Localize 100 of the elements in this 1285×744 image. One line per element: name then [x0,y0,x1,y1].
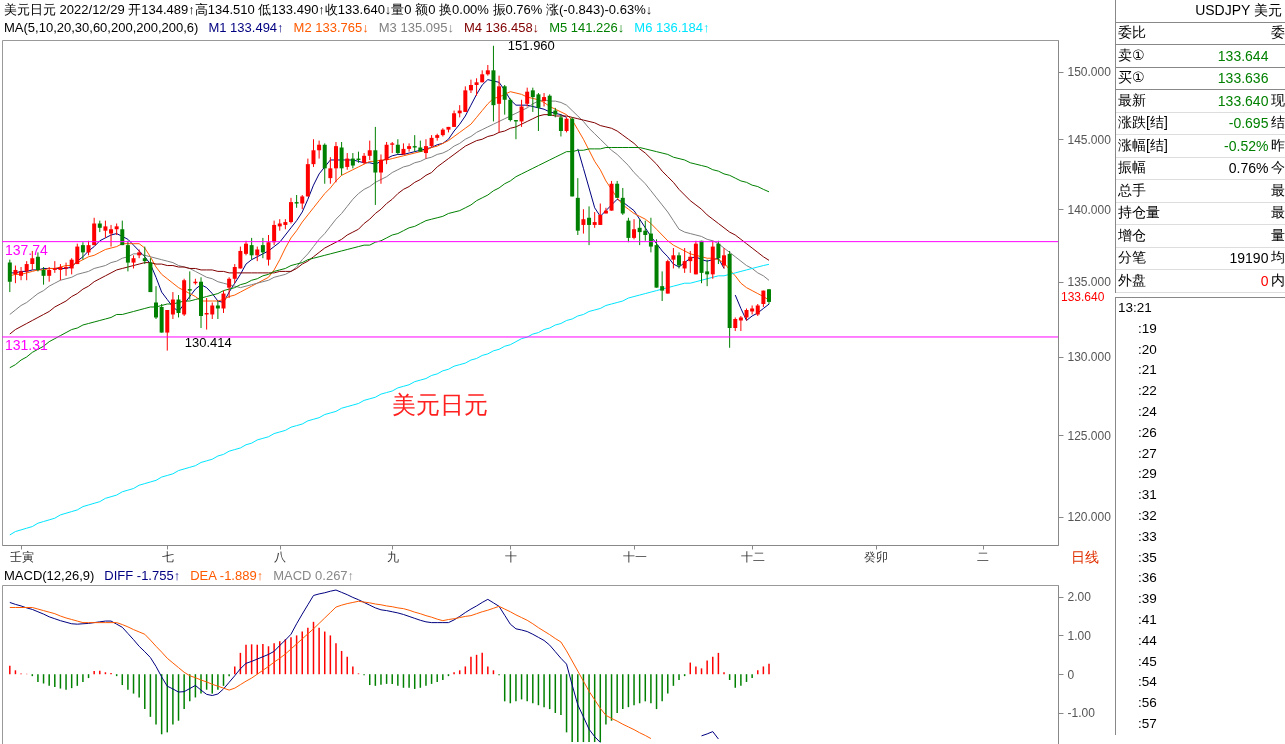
candlestick [468,79,473,94]
text: M1 133.494↑ [208,20,284,35]
text: :39 [1137,590,1158,609]
text: -0.695 [1228,115,1269,132]
candlestick [80,241,85,261]
text: 133.636 [1217,70,1269,87]
category-label: 涨幅[结] [1117,136,1169,155]
category-label: 昨 [1271,136,1285,153]
candlestick [558,114,563,137]
text: -0.52% [1224,137,1269,154]
candlestick [120,220,125,246]
candlestick [682,247,687,274]
x-tick-label: 二 [977,549,990,564]
candlestick [373,126,378,206]
category-label: 涨跌[结] [1117,114,1169,133]
category-label: 总手 [1117,181,1147,200]
candlestick [384,141,389,165]
x-tick-label: 十二 [740,549,765,564]
category-label: 现 [1271,91,1285,108]
candlestick [125,240,130,272]
candlestick [722,247,727,269]
chart-title: 美元日元 2022/12/29 开134.489↑高134.510 低133.490↑收133.640↓量0 额0 换0.00% 振0.76% 涨(-0.843)-0.63%↓ [4,1,653,19]
text: 0 [1260,272,1269,289]
category-label: 外盘 [1117,271,1147,290]
text: :57 [1137,714,1158,733]
text: :22 [1137,382,1158,401]
candlestick [187,270,192,301]
candlestick [170,291,175,320]
category-label: 委比 [1117,24,1147,43]
text: :26 [1137,423,1158,442]
candlestick [367,140,372,161]
text: :21 [1137,361,1158,380]
y-tick-label: 0 [1067,667,1075,682]
text: 13:21 [1117,299,1153,317]
candlestick [176,294,181,318]
text: :29 [1137,465,1158,484]
text: M3 135.095↓ [378,20,454,35]
text: :41 [1137,610,1158,629]
candlestick [7,259,12,293]
category-label: 振幅 [1117,159,1147,178]
candlestick [227,276,232,299]
text: M4 136.458↓ [463,20,540,35]
text: M6 136.184↑ [634,20,710,35]
candlestick [92,217,97,246]
text: :36 [1137,569,1158,588]
text: :20 [1137,340,1158,359]
category-label: 今 [1271,159,1285,176]
y-tick-label: 1.00 [1067,628,1092,643]
candlestick [288,197,293,224]
x-tick-label: 癸卯 [864,549,889,564]
candlestick [620,187,625,216]
candlestick [671,247,676,269]
candlestick [328,156,333,185]
x-tick-label: 十一 [622,549,647,564]
candlestick [317,140,322,160]
candlestick [266,234,271,267]
text: :24 [1137,403,1158,421]
y-tick-label: -1.00 [1067,706,1096,721]
annotation: 151.960 [507,38,555,53]
candlestick [542,92,547,108]
candlestick [249,237,254,261]
category-label: 量 [1271,226,1285,243]
x-tick-label: 十 [504,549,517,564]
candlestick [525,87,530,108]
candlestick [215,300,220,320]
candlestick [322,142,327,185]
candlestick [497,75,502,133]
text: DEA -1.889↑ [190,568,264,583]
category-label: 最 [1271,181,1285,198]
ref-line-label: 137.74 [5,241,49,258]
candlestick [109,224,114,248]
text: :54 [1137,673,1158,692]
category-label: 持仓量 [1117,204,1161,223]
text: 133.640 [1217,92,1269,109]
text: :31 [1137,486,1158,505]
text: 133.644 [1217,47,1269,64]
text: :19 [1137,319,1158,338]
candlestick [19,266,24,281]
line-series [9,600,652,740]
candlestick [260,237,265,259]
candlestick [626,217,631,243]
chart-title: MACD(12,26,9) [4,568,95,583]
text: USDJPY 美元 [1116,0,1285,23]
category-label: 买① [1117,69,1146,88]
y-tick-label: 120.000 [1067,510,1112,525]
text: :32 [1137,506,1158,525]
candlestick [221,290,226,314]
category-label: 委 [1271,24,1285,41]
y-tick-label: 2.00 [1067,590,1092,605]
candlestick [508,97,513,122]
x-tick-label: 八 [274,549,287,564]
ref-line-label: 131.31 [5,336,49,353]
y-tick-label: 125.000 [1067,428,1112,443]
y-tick-label: 135.000 [1067,275,1112,290]
candlestick [165,309,170,352]
text: 133.640 [1061,289,1105,304]
candlestick [716,240,721,265]
text: MACD 0.267↑ [273,568,355,583]
candlestick [311,138,316,168]
candlestick [581,208,586,235]
